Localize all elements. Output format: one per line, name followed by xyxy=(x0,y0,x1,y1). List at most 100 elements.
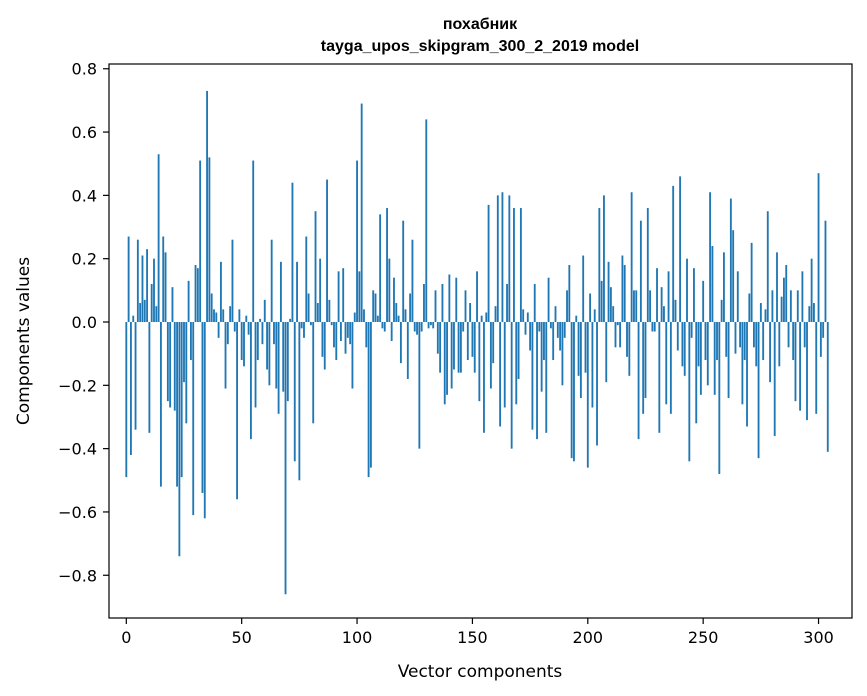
bar-176 xyxy=(531,322,534,430)
bar-142 xyxy=(453,322,455,370)
bar-66 xyxy=(277,322,280,414)
bar-60 xyxy=(263,299,266,323)
bar-183 xyxy=(547,277,550,323)
bar-169 xyxy=(515,322,518,405)
bar-115 xyxy=(390,322,393,341)
bar-132 xyxy=(429,322,432,326)
bar-257 xyxy=(718,322,721,474)
bar-27 xyxy=(187,280,190,322)
bar-144 xyxy=(457,322,460,373)
bar-293 xyxy=(801,271,804,322)
bar-50 xyxy=(240,322,243,360)
bar-229 xyxy=(653,322,656,332)
x-tick-label-300: 300 xyxy=(803,628,834,647)
bar-16 xyxy=(162,236,165,322)
bar-103 xyxy=(363,309,365,322)
bar-45 xyxy=(229,306,232,323)
bar-82 xyxy=(314,211,317,323)
bar-236 xyxy=(669,322,672,414)
bar-53 xyxy=(247,322,250,335)
bar-152 xyxy=(476,271,478,322)
bar-36 xyxy=(208,157,211,323)
bar-119 xyxy=(399,322,402,364)
bar-270 xyxy=(748,293,751,322)
bar-228 xyxy=(651,322,654,332)
x-tick-label-150: 150 xyxy=(457,628,488,647)
bar-157 xyxy=(487,204,490,322)
bar-260 xyxy=(725,322,728,357)
bar-17 xyxy=(164,252,167,323)
bar-273 xyxy=(755,322,758,367)
bar-242 xyxy=(683,322,686,376)
bar-195 xyxy=(575,315,578,322)
bar-122 xyxy=(406,322,409,379)
bar-87 xyxy=(326,179,328,323)
bar-207 xyxy=(603,195,605,323)
bar-30 xyxy=(194,265,197,322)
bar-79 xyxy=(307,293,310,322)
bar-2 xyxy=(130,322,132,455)
bar-265 xyxy=(736,271,739,322)
bar-134 xyxy=(434,290,437,323)
bar-140 xyxy=(448,274,451,323)
bar-14 xyxy=(157,154,160,322)
bar-151 xyxy=(473,322,476,373)
bar-217 xyxy=(626,322,628,357)
y-tick-label-8: 0.8 xyxy=(72,60,97,79)
bar-127 xyxy=(418,322,421,449)
bar-57 xyxy=(256,322,259,360)
bar-199 xyxy=(584,322,587,373)
bar-290 xyxy=(794,322,797,402)
bar-268 xyxy=(743,322,746,360)
bar-250 xyxy=(702,280,705,322)
bar-206 xyxy=(600,280,603,322)
bar-212 xyxy=(614,322,617,348)
bar-90 xyxy=(333,322,335,348)
bar-116 xyxy=(393,277,395,323)
y-tick-label-0: −0.8 xyxy=(58,566,97,585)
bar-37 xyxy=(210,293,213,322)
bar-46 xyxy=(231,239,234,323)
bar-285 xyxy=(783,277,785,323)
bar-44 xyxy=(226,322,229,345)
bar-106 xyxy=(369,322,372,468)
bar-19 xyxy=(169,322,172,408)
bar-232 xyxy=(660,287,663,322)
bar-71 xyxy=(289,318,292,323)
bar-120 xyxy=(402,220,405,322)
bar-101 xyxy=(358,271,361,322)
bar-22 xyxy=(176,322,178,487)
bar-243 xyxy=(686,258,688,322)
bar-49 xyxy=(238,309,241,322)
bar-241 xyxy=(681,322,684,367)
bar-238 xyxy=(674,299,677,323)
bar-216 xyxy=(623,265,626,322)
bar-92 xyxy=(337,271,340,322)
bar-136 xyxy=(439,322,442,373)
bar-141 xyxy=(450,322,453,389)
bar-240 xyxy=(679,176,682,322)
bar-137 xyxy=(441,284,444,323)
bar-26 xyxy=(185,322,188,424)
bar-165 xyxy=(506,284,508,323)
bar-246 xyxy=(693,268,695,323)
bar-225 xyxy=(644,322,647,398)
bar-301 xyxy=(819,322,822,357)
bar-95 xyxy=(344,322,347,354)
bar-154 xyxy=(480,315,483,322)
bar-279 xyxy=(769,322,772,383)
bar-203 xyxy=(593,309,596,322)
bar-114 xyxy=(388,258,391,322)
bar-104 xyxy=(365,322,368,348)
bar-13 xyxy=(155,306,158,323)
bar-88 xyxy=(328,299,331,323)
bar-271 xyxy=(750,242,753,322)
bar-288 xyxy=(789,290,792,323)
bar-296 xyxy=(808,306,811,323)
bar-281 xyxy=(773,322,776,436)
bar-23 xyxy=(178,322,181,557)
bar-167 xyxy=(510,322,513,449)
bar-295 xyxy=(806,322,808,421)
bar-111 xyxy=(381,322,384,329)
bar-239 xyxy=(676,322,679,351)
